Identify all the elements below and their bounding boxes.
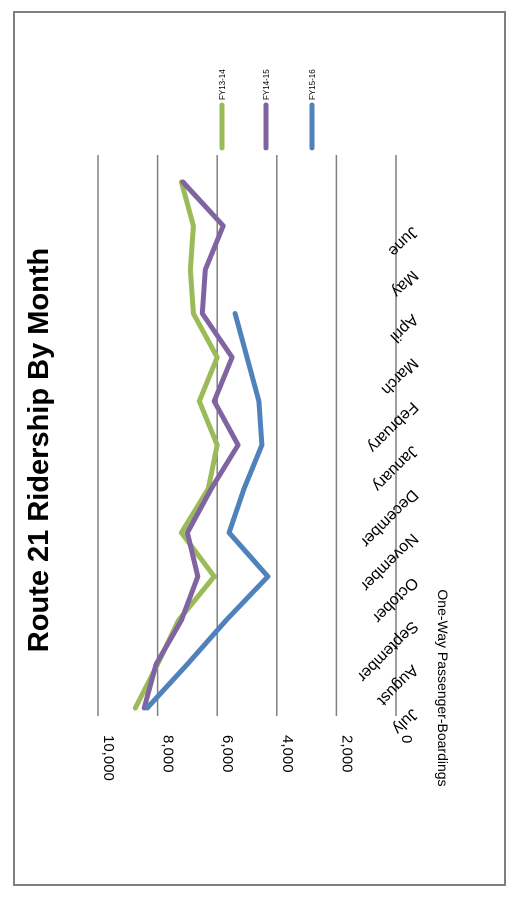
y-tick-label: 2,000 bbox=[338, 735, 355, 773]
series-line bbox=[141, 179, 241, 711]
y-axis-label: One-Way Passenger-Boardings bbox=[435, 589, 451, 786]
y-tick-label: 8,000 bbox=[160, 735, 177, 773]
legend-label: FY13-14 bbox=[218, 69, 227, 100]
legend-label: FY15-16 bbox=[308, 69, 317, 100]
y-tick-label: 0 bbox=[398, 735, 415, 743]
series-line bbox=[144, 311, 271, 711]
legend-label: FY14-15 bbox=[262, 69, 271, 100]
y-tick-label: 6,000 bbox=[219, 735, 236, 773]
chart-title: Route 21 Ridership By Month bbox=[23, 248, 55, 652]
y-tick-label: 10,000 bbox=[100, 735, 117, 781]
series-line bbox=[132, 179, 220, 711]
y-tick-label: 4,000 bbox=[279, 735, 296, 773]
